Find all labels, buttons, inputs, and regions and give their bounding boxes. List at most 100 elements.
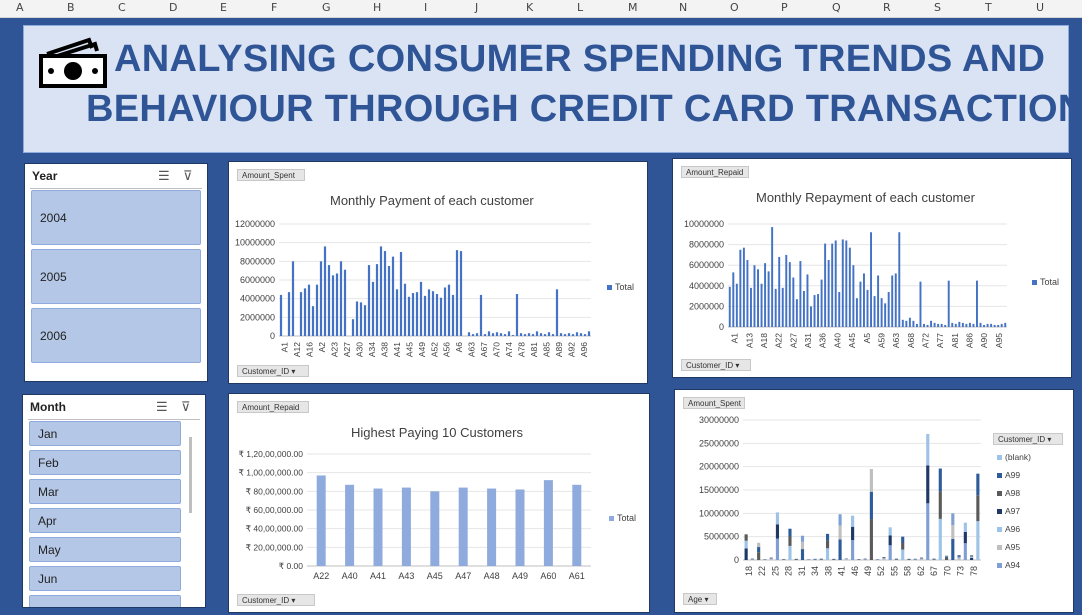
x-tick-label: 58 (903, 566, 913, 576)
field-button-customer-id[interactable]: Customer_ID ▾ (681, 359, 751, 371)
bar-segment (800, 535, 805, 542)
y-tick-label: 25000000 (699, 438, 739, 448)
clear-filter-icon[interactable]: ⊽ (181, 399, 191, 414)
y-tick-label: 0 (719, 322, 724, 332)
year-item-2004[interactable]: 2004 (31, 190, 201, 245)
x-tick-label: 67 (929, 566, 939, 576)
column-letter-m[interactable]: M (628, 1, 638, 14)
bar (279, 294, 283, 336)
field-button-amount-repaid[interactable]: Amount_Repaid (681, 166, 749, 178)
year-item-2006[interactable]: 2006 (31, 308, 201, 363)
bar-segment (957, 556, 961, 558)
bar (781, 287, 784, 327)
bar-segment (932, 559, 936, 560)
multi-select-icon[interactable]: ☰ (156, 399, 168, 414)
bar (515, 294, 519, 336)
bar-segment (944, 556, 949, 558)
column-letter-u[interactable]: U (1036, 1, 1045, 14)
bar (887, 291, 890, 327)
legend-swatch (609, 516, 614, 521)
column-letter-i[interactable]: I (424, 1, 428, 14)
year-item-2005[interactable]: 2005 (31, 249, 201, 304)
bar (919, 281, 922, 327)
field-button-amount-spent[interactable]: Amount_Spent (237, 169, 305, 181)
bar (799, 261, 802, 327)
x-tick-label: A81 (529, 342, 539, 357)
y-tick-label: 20000000 (699, 462, 739, 472)
bar (753, 265, 756, 327)
column-letter-g[interactable]: G (322, 1, 331, 14)
month-item-jan[interactable]: Jan (29, 421, 181, 446)
month-item-jul[interactable] (29, 595, 181, 607)
bar-segment (882, 557, 886, 559)
column-letter-q[interactable]: Q (832, 1, 841, 14)
column-letter-o[interactable]: O (730, 1, 739, 14)
y-tick-label: ₹ 80,00,000.00 (246, 486, 304, 496)
field-button-customer-id[interactable]: Customer_ID ▾ (237, 594, 315, 606)
field-button-customer-id[interactable]: Customer_ID ▾ (237, 365, 309, 377)
bar (563, 334, 567, 336)
month-item-mar[interactable]: Mar (29, 479, 181, 504)
bar (877, 275, 880, 327)
column-letter-t[interactable]: T (985, 1, 992, 14)
month-slicer-scrollbar[interactable] (189, 437, 192, 513)
bar (810, 306, 812, 327)
bar-segment (970, 556, 974, 558)
multi-select-icon[interactable]: ☰ (158, 168, 170, 183)
month-item-jun[interactable]: Jun (29, 566, 181, 591)
bar (495, 332, 499, 336)
column-letter-r[interactable]: R (883, 1, 891, 14)
bar (507, 331, 511, 336)
clear-filter-icon[interactable]: ⊽ (183, 168, 193, 183)
x-tick-label: A52 (429, 342, 439, 357)
bar (331, 275, 335, 336)
bar-segment (794, 559, 798, 560)
column-letter-l[interactable]: L (577, 1, 584, 14)
month-item-may[interactable]: May (29, 537, 181, 562)
x-tick-label: 78 (969, 566, 979, 576)
bar (447, 284, 451, 336)
x-tick-label: A31 (803, 333, 813, 348)
column-letter-p[interactable]: P (781, 1, 788, 14)
legend-field-customer-id[interactable]: Customer_ID ▾ (993, 433, 1063, 445)
month-item-feb[interactable]: Feb (29, 450, 181, 475)
bar-segment (882, 557, 886, 558)
column-letter-f[interactable]: F (271, 1, 278, 14)
bar (859, 281, 862, 327)
bar (467, 332, 471, 336)
field-button-amount-spent[interactable]: Amount_Spent (683, 397, 745, 409)
x-tick-label: A60 (540, 571, 556, 581)
x-tick-label: A1 (730, 333, 740, 344)
column-letter-n[interactable]: N (679, 1, 688, 14)
field-button-amount-repaid[interactable]: Amount_Repaid (237, 401, 309, 413)
column-letter-k[interactable]: K (526, 1, 534, 14)
column-letter-d[interactable]: D (169, 1, 178, 14)
column-letter-e[interactable]: E (220, 1, 227, 14)
bar-segment (976, 521, 980, 560)
column-letter-s[interactable]: S (934, 1, 941, 14)
x-tick-label: A85 (542, 342, 552, 357)
legend-swatch (997, 491, 1002, 496)
bar (947, 280, 950, 327)
column-letter-a[interactable]: A (16, 1, 24, 14)
column-letter-j[interactable]: J (475, 1, 479, 14)
bar (387, 266, 391, 336)
bar (547, 332, 551, 336)
bar (1000, 323, 1003, 327)
bar-segment (957, 557, 961, 560)
bar (327, 265, 331, 336)
column-letter-h[interactable]: H (373, 1, 382, 14)
bar (343, 269, 347, 336)
bar (891, 275, 894, 327)
bar (732, 272, 735, 327)
column-letter-c[interactable]: C (118, 1, 126, 14)
bar (746, 260, 749, 327)
bar (455, 250, 459, 336)
field-button-age[interactable]: Age ▾ (683, 593, 717, 605)
bar-segment (838, 514, 842, 526)
month-item-apr[interactable]: Apr (29, 508, 181, 533)
bar (774, 288, 777, 327)
bar (979, 322, 982, 327)
legend-swatch (1032, 280, 1037, 285)
column-letter-b[interactable]: B (67, 1, 75, 14)
